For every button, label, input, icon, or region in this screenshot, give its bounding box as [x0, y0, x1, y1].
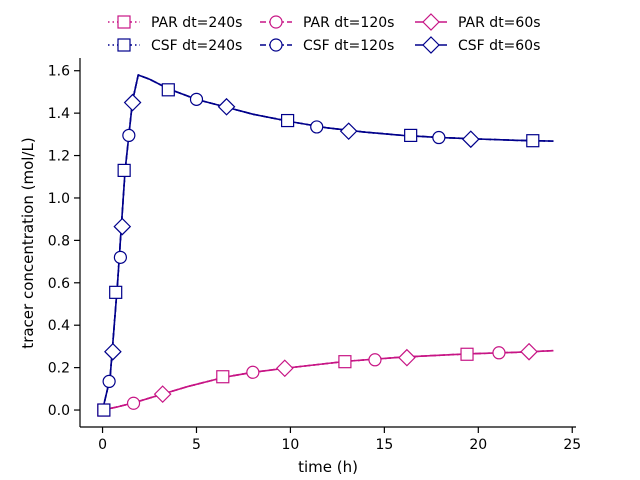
- y-tick-label: 0.8: [48, 233, 70, 249]
- data-point-par-dt-120s: [126, 396, 141, 410]
- legend-label: CSF dt=240s: [151, 38, 242, 54]
- data-point-csf-dt-60s: [339, 122, 358, 141]
- legend-item-par-dt-120s: PAR dt=120s: [260, 15, 394, 31]
- x-tick-label: 25: [563, 437, 581, 453]
- y-tick-label: 1.2: [48, 149, 70, 165]
- data-point-csf-dt-60s: [123, 93, 142, 112]
- data-point-par-dt-60s: [275, 359, 294, 378]
- y-tick-label: 1.0: [48, 191, 70, 207]
- data-point-par-dt-60s: [398, 348, 416, 367]
- data-point-par-dt-240s: [338, 355, 352, 369]
- x-tick-label: 0: [98, 437, 107, 453]
- x-ticks: 0 5 10 15 20 25: [98, 427, 581, 453]
- data-point-csf-dt-240s: [109, 285, 123, 299]
- data-point-par-dt-240s: [216, 370, 230, 384]
- legend-marker-icon: [269, 38, 283, 52]
- data-point-par-dt-120s: [246, 365, 260, 379]
- x-tick-label: 5: [192, 437, 201, 453]
- y-ticks: 0.0 0.2 0.4 0.6 0.8 1.0 1.2 1.4 1.6: [48, 64, 80, 419]
- data-point-csf-dt-120s: [310, 120, 324, 134]
- data-point-csf-dt-60s: [217, 97, 236, 116]
- legend-label: CSF dt=60s: [458, 38, 540, 54]
- data-point-csf-dt-120s: [102, 374, 116, 389]
- legend-marker-icon: [117, 15, 131, 29]
- data-point-csf-dt-240s: [526, 134, 540, 148]
- data-point-par-dt-240s: [460, 347, 474, 361]
- series-line-par-dt-240s: [102, 349, 554, 411]
- legend: PAR dt=240s PAR dt=120s PAR dt=60s CSF dt=2…: [108, 13, 541, 54]
- plot-markers: [97, 83, 540, 417]
- x-tick-label: 15: [375, 437, 393, 453]
- data-point-par-dt-120s: [492, 346, 506, 360]
- series-line-csf-dt-120s: [101, 74, 554, 411]
- plot-lines: [101, 74, 554, 411]
- legend-item-par-dt-240s: PAR dt=240s: [108, 15, 242, 31]
- data-point-csf-dt-240s: [161, 83, 175, 97]
- data-point-csf-dt-240s: [281, 113, 295, 128]
- legend-item-par-dt-60s: PAR dt=60s: [415, 13, 541, 31]
- data-point-csf-dt-120s: [113, 250, 127, 264]
- y-tick-label: 1.4: [48, 106, 70, 122]
- legend-item-csf-dt-240s: CSF dt=240s: [108, 38, 242, 54]
- x-tick-label: 20: [469, 437, 487, 453]
- legend-marker-icon: [117, 38, 131, 52]
- data-point-csf-dt-240s: [97, 403, 111, 417]
- legend-item-csf-dt-120s: CSF dt=120s: [260, 38, 394, 54]
- legend-item-csf-dt-60s: CSF dt=60s: [415, 36, 540, 54]
- legend-label: CSF dt=120s: [303, 38, 394, 54]
- y-tick-label: 0.4: [48, 318, 70, 334]
- legend-marker-icon: [422, 36, 440, 54]
- data-point-csf-dt-60s: [104, 342, 122, 361]
- series-line-par-dt-120s: [102, 349, 554, 411]
- y-axis-title: tracer concentration (mol/L): [19, 137, 37, 348]
- y-tick-label: 0.2: [48, 361, 70, 377]
- series-line-csf-dt-240s: [101, 74, 554, 411]
- x-tick-label: 10: [282, 437, 300, 453]
- axes: [79, 58, 576, 428]
- data-point-par-dt-60s: [153, 385, 172, 403]
- legend-label: PAR dt=120s: [303, 15, 394, 31]
- legend-label: PAR dt=240s: [151, 15, 242, 31]
- legend-marker-icon: [422, 13, 440, 31]
- data-point-csf-dt-60s: [113, 217, 132, 236]
- data-point-csf-dt-240s: [404, 128, 418, 143]
- data-point-csf-dt-120s: [432, 130, 446, 145]
- series-line-csf-dt-60s: [101, 74, 554, 411]
- legend-marker-icon: [269, 15, 283, 29]
- data-point-csf-dt-240s: [117, 163, 131, 177]
- data-point-csf-dt-120s: [189, 92, 204, 106]
- series-line-par-dt-60s: [102, 349, 554, 411]
- data-point-csf-dt-60s: [461, 130, 480, 149]
- y-tick-label: 0.6: [48, 276, 70, 292]
- data-point-par-dt-120s: [368, 353, 382, 367]
- data-point-par-dt-60s: [520, 342, 538, 361]
- x-axis-title: time (h): [298, 458, 358, 476]
- y-tick-label: 0.0: [48, 403, 70, 419]
- data-point-csf-dt-120s: [122, 128, 136, 143]
- legend-label: PAR dt=60s: [458, 15, 541, 31]
- y-tick-label: 1.6: [48, 64, 70, 80]
